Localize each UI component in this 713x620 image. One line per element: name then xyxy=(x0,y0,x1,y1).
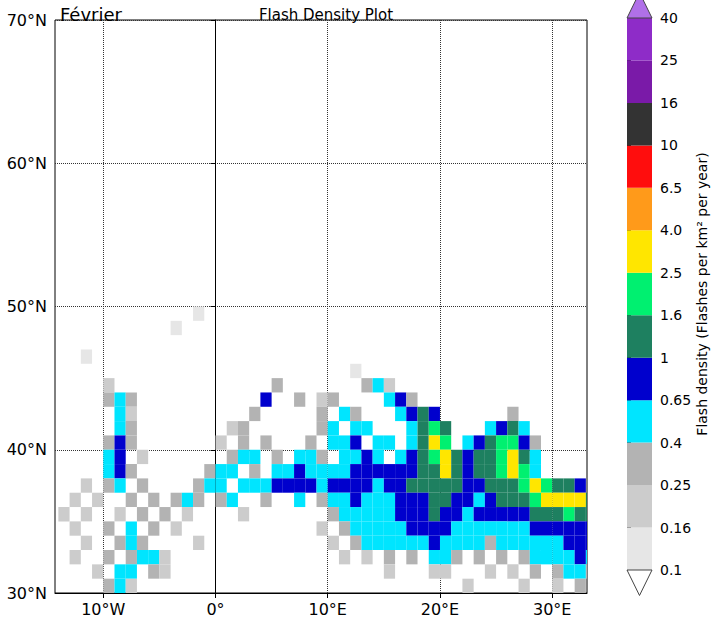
svg-text:0.16: 0.16 xyxy=(660,520,691,536)
svg-text:10°W: 10°W xyxy=(81,600,125,619)
svg-text:40°N: 40°N xyxy=(7,440,47,459)
svg-text:20°E: 20°E xyxy=(421,600,459,619)
svg-text:16: 16 xyxy=(660,95,678,111)
svg-text:1.6: 1.6 xyxy=(660,307,682,323)
svg-text:0.25: 0.25 xyxy=(660,477,691,493)
svg-text:30°E: 30°E xyxy=(533,600,571,619)
svg-text:25: 25 xyxy=(660,52,678,68)
svg-text:1: 1 xyxy=(660,350,669,366)
svg-text:Flash Density Plot: Flash Density Plot xyxy=(259,6,393,24)
svg-text:6.5: 6.5 xyxy=(660,180,682,196)
svg-text:10°E: 10°E xyxy=(308,600,346,619)
svg-text:4.0: 4.0 xyxy=(660,222,682,238)
svg-text:40: 40 xyxy=(660,10,678,26)
svg-text:50°N: 50°N xyxy=(7,297,47,316)
svg-text:70°N: 70°N xyxy=(7,11,47,30)
svg-text:0.4: 0.4 xyxy=(660,435,682,451)
svg-text:10: 10 xyxy=(660,137,678,153)
svg-text:Février: Février xyxy=(60,4,123,25)
svg-text:0°: 0° xyxy=(206,600,224,619)
svg-text:0.65: 0.65 xyxy=(660,392,691,408)
svg-text:0.1: 0.1 xyxy=(660,562,682,578)
svg-text:2.5: 2.5 xyxy=(660,265,682,281)
svg-text:60°N: 60°N xyxy=(7,154,47,173)
svg-text:30°N: 30°N xyxy=(7,584,47,603)
svg-text:Flash density (Flashes per km²: Flash density (Flashes per km² per year) xyxy=(694,152,710,435)
